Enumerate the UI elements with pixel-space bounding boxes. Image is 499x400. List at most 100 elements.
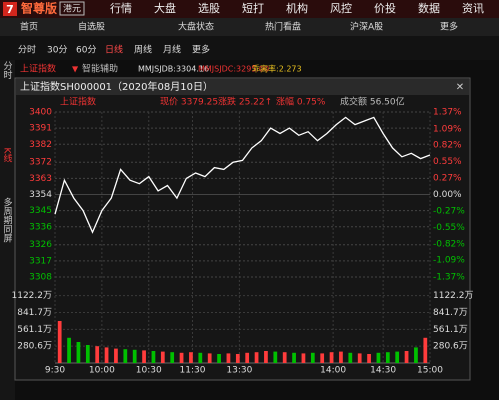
sidebar-item[interactable]: 分时 xyxy=(2,61,13,79)
tab[interactable]: 热门看盘 xyxy=(265,21,301,33)
logo-glyph: 7 xyxy=(6,3,14,16)
y-tick-label: 3400 xyxy=(29,108,52,118)
quote-item: 涨跌 25.22↑ xyxy=(218,97,272,108)
info-item: MMJSJDC:3295.00 xyxy=(198,65,269,74)
volume-bar xyxy=(235,354,240,363)
sidebar-item[interactable]: 多周期同屏 xyxy=(2,196,13,243)
close-button[interactable]: ✕ xyxy=(456,82,464,93)
tab[interactable]: 沪深A股 xyxy=(350,21,383,33)
y2-tick-label: 1.37% xyxy=(433,108,462,118)
volume-bar xyxy=(301,353,306,363)
y-tick-label: 3345 xyxy=(29,206,52,216)
volume-bar xyxy=(292,352,296,363)
y2-tick-label: 0.82% xyxy=(433,141,462,151)
x-tick-label: 10:30 xyxy=(136,366,162,376)
x-tick-label: 9:30 xyxy=(45,366,65,376)
menu-item[interactable]: 价投 xyxy=(374,1,396,15)
y-tick-label: 3326 xyxy=(29,240,52,250)
period-tab[interactable]: 30分 xyxy=(47,45,67,56)
y2-tick-label: 0.27% xyxy=(433,174,462,184)
volume-tick-label-right: 280.6万 xyxy=(433,342,468,352)
menu-item[interactable]: 机构 xyxy=(286,1,308,15)
menu-item[interactable]: 数据 xyxy=(418,1,440,15)
menu-item[interactable]: 选股 xyxy=(198,2,220,15)
top-bar xyxy=(0,0,499,18)
y2-tick-label: 0.55% xyxy=(433,157,462,167)
volume-tick-label: 1122.2万 xyxy=(12,291,53,301)
menu-item[interactable]: 短打 xyxy=(242,1,264,15)
y2-tick-label: -0.55% xyxy=(433,223,465,233)
tab[interactable]: 更多 xyxy=(440,21,458,33)
volume-bar xyxy=(404,351,409,363)
quote-item: 涨幅 0.75% xyxy=(276,96,326,108)
menu-item[interactable]: 大盘 xyxy=(154,1,176,15)
tab[interactable]: 首页 xyxy=(20,21,38,33)
menu-item[interactable]: 行情 xyxy=(110,2,132,15)
volume-bar xyxy=(273,351,278,363)
y-tick-label: 3391 xyxy=(29,124,52,134)
volume-bar xyxy=(179,352,184,363)
tab[interactable]: 大盘状态 xyxy=(178,21,214,33)
period-tab[interactable]: 更多 xyxy=(192,44,210,56)
volume-bar xyxy=(414,347,418,363)
info-arrow: ▼ xyxy=(72,65,79,74)
logo xyxy=(3,2,17,16)
info-item: MMJSJDB:3304.16 xyxy=(138,65,209,74)
volume-bar xyxy=(264,351,268,363)
volume-bar xyxy=(217,354,221,363)
sidebar-item[interactable]: K线 xyxy=(2,148,13,163)
sidebar xyxy=(0,60,15,400)
y-tick-label: 3372 xyxy=(29,158,52,168)
volume-tick-label: 841.7万 xyxy=(17,308,52,318)
menu-item[interactable]: 资讯 xyxy=(462,2,484,15)
tab-bar xyxy=(0,18,499,36)
y2-tick-label: -1.09% xyxy=(433,256,465,266)
volume-bar xyxy=(348,352,353,363)
volume-bar xyxy=(104,347,109,363)
x-tick-label: 13:30 xyxy=(226,366,252,376)
y2-tick-label: -0.82% xyxy=(433,239,465,249)
volume-tick-label-right: 1122.2万 xyxy=(433,291,474,301)
y2-tick-label: -1.37% xyxy=(433,273,465,283)
volume-bar xyxy=(226,353,231,363)
y-tick-label: 3336 xyxy=(29,222,52,232)
period-tab[interactable]: 月线 xyxy=(163,44,181,56)
info-name: 上证指数 xyxy=(20,63,56,75)
volume-bar xyxy=(339,351,343,363)
volume-tick-label-right: 561.1万 xyxy=(433,325,468,335)
period-tab[interactable]: 60分 xyxy=(76,45,96,56)
volume-bar xyxy=(367,354,371,363)
badge-box xyxy=(59,1,85,16)
chart-titlebar xyxy=(16,79,469,95)
y2-tick-label: -0.27% xyxy=(433,206,465,216)
period-tab[interactable]: 日线 xyxy=(105,44,123,56)
x-tick-label: 14:30 xyxy=(370,366,396,376)
price-line xyxy=(54,116,431,234)
volume-tick-label-right: 841.7万 xyxy=(433,308,468,318)
volume-bar xyxy=(57,321,62,363)
volume-bar xyxy=(423,337,428,363)
volume-bar xyxy=(282,352,287,363)
volume-bar xyxy=(142,350,146,363)
menu-item[interactable]: 风控 xyxy=(330,1,352,15)
x-tick-label: 10:00 xyxy=(89,366,115,376)
chart-panel xyxy=(14,77,471,381)
y2-tick-label: 0.00% xyxy=(433,190,462,200)
x-tick-label: 15:00 xyxy=(417,366,443,376)
period-tab[interactable]: 分时 xyxy=(18,44,36,56)
x-tick-label: 14:00 xyxy=(320,366,346,376)
y-tick-label: 3317 xyxy=(29,256,52,266)
volume-bar xyxy=(395,351,400,363)
y-tick-label: 3354 xyxy=(29,190,52,200)
quote-item: 成交额 56.50亿 xyxy=(340,96,405,108)
volume-bar xyxy=(85,345,90,363)
tab[interactable]: 自选股 xyxy=(78,21,105,33)
period-tab[interactable]: 周线 xyxy=(134,44,152,56)
y-tick-label: 3363 xyxy=(29,174,52,184)
volume-bar xyxy=(123,349,128,363)
volume-bar xyxy=(95,346,100,363)
badge: 港元 xyxy=(63,3,81,15)
y-tick-label: 3308 xyxy=(29,273,52,283)
